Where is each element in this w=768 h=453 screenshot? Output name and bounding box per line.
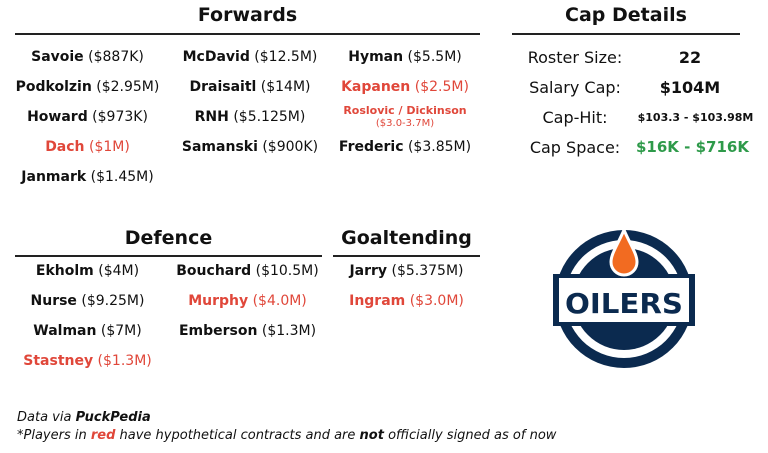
player-savoie: Savoie ($887K) xyxy=(31,49,144,65)
player-roslovic-dickinson: Roslovic / Dickinson ($3.0-3.7M) xyxy=(325,104,485,130)
player-janmark: Janmark ($1.45M) xyxy=(21,169,154,185)
roster-size-value: 22 xyxy=(678,48,702,67)
goaltending-heading: Goaltending xyxy=(341,227,472,249)
roslovic-dickinson-cap: ($3.0-3.7M) xyxy=(375,118,435,129)
player-howard: Howard ($973K) xyxy=(27,109,148,125)
roster-size-label: Roster Size: xyxy=(527,48,623,67)
oil-drop-icon xyxy=(609,228,639,277)
defence-heading: Defence xyxy=(124,227,213,249)
data-source-name: PuckPedia xyxy=(75,410,151,425)
cap-space-label: Cap Space: xyxy=(529,138,621,157)
logo-wordmark: OILERS xyxy=(565,287,683,320)
player-kapanen: Kapanen ($2.5M) xyxy=(341,79,469,95)
logo-band-inner xyxy=(559,278,689,322)
cap-space-value: $16K - $716K xyxy=(636,138,749,156)
goaltending-rule xyxy=(333,255,480,257)
cap-hit-label: Cap-Hit: xyxy=(542,108,608,127)
cap-details-heading: Cap Details xyxy=(565,4,687,26)
oilers-logo: OILERS xyxy=(553,228,695,368)
salary-cap-label: Salary Cap: xyxy=(529,78,621,97)
defence-rule xyxy=(15,255,322,257)
player-jarry: Jarry ($5.375M) xyxy=(349,263,464,279)
player-dach: Dach ($1M) xyxy=(45,139,130,155)
player-ingram: Ingram ($3.0M) xyxy=(349,293,464,309)
player-stastney: Stastney ($1.3M) xyxy=(23,353,152,369)
salary-cap-value: $104M xyxy=(659,78,721,97)
player-rnh: RNH ($5.125M) xyxy=(194,109,306,125)
player-draisaitl: Draisaitl ($14M) xyxy=(189,79,311,95)
forwards-rule xyxy=(15,33,480,35)
hypothetical-contracts-note: *Players in red have hypothetical contra… xyxy=(17,428,557,443)
player-nurse: Nurse ($9.25M) xyxy=(30,293,145,309)
player-hyman: Hyman ($5.5M) xyxy=(348,49,462,65)
forwards-heading: Forwards xyxy=(197,4,298,26)
player-walman: Walman ($7M) xyxy=(33,323,142,339)
cap-hit-value: $103.3 - $103.98M xyxy=(637,111,754,124)
player-podkolzin: Podkolzin ($2.95M) xyxy=(15,79,160,95)
player-emberson: Emberson ($1.3M) xyxy=(178,323,317,339)
roslovic-dickinson-name: Roslovic / Dickinson xyxy=(343,104,467,117)
cap-details-rule xyxy=(512,33,740,35)
player-mcdavid: McDavid ($12.5M) xyxy=(182,49,318,65)
player-bouchard: Bouchard ($10.5M) xyxy=(176,263,319,279)
player-ekholm: Ekholm ($4M) xyxy=(35,263,140,279)
player-frederic: Frederic ($3.85M) xyxy=(338,139,472,155)
data-source-note: Data via PuckPedia xyxy=(17,410,151,425)
player-samanski: Samanski ($900K) xyxy=(181,139,319,155)
player-murphy: Murphy ($4.0M) xyxy=(188,293,307,309)
